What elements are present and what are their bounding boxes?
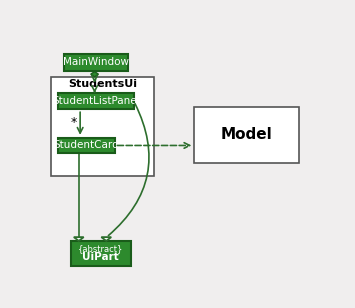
Text: UiPart: UiPart [82,252,119,262]
Text: MainWindow: MainWindow [63,58,129,67]
Bar [194,107,299,163]
Bar [64,54,128,71]
Polygon shape [101,237,111,241]
Text: Model: Model [221,127,273,142]
Text: StudentsUi: StudentsUi [69,79,137,89]
Bar [51,77,154,176]
Polygon shape [91,71,98,77]
Text: *: * [71,116,77,129]
Text: StudentListPanel: StudentListPanel [52,96,140,106]
Text: {abstract}: {abstract} [78,244,124,253]
Bar [58,138,115,153]
Text: StudentCard: StudentCard [54,140,119,151]
Polygon shape [74,237,84,241]
Bar [58,93,134,109]
Bar [71,241,131,266]
